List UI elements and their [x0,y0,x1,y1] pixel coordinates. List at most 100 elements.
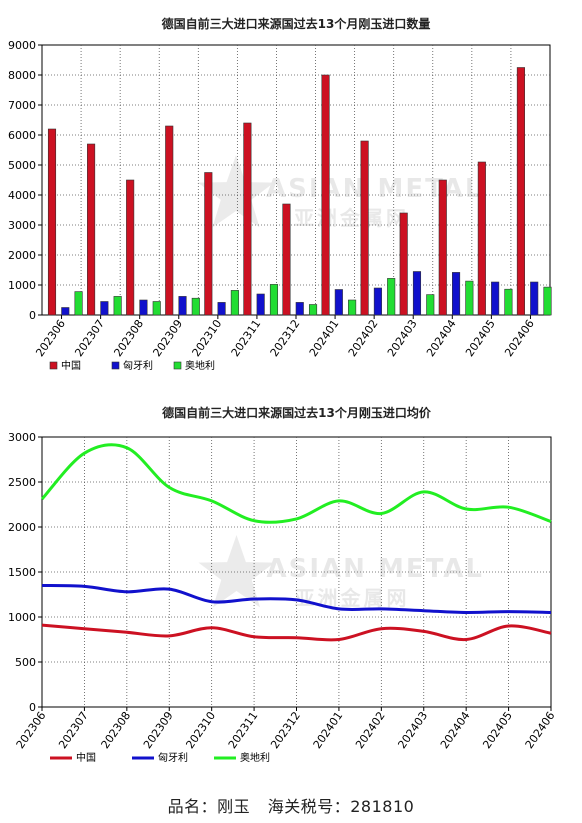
bar-1 [47,128,57,316]
x-tick-label: 202403 [385,317,420,359]
bar-2 [178,296,187,316]
watermark-star-icon [198,535,275,608]
bar-3 [348,299,357,316]
bar-1 [243,122,252,316]
bar-2 [452,272,461,316]
bar-2 [373,287,382,316]
bar-3 [74,291,83,316]
chart-title: 德国自前三大进口来源国过去13个月刚玉进口均价 [162,405,432,420]
bar-2 [530,281,539,316]
x-tick-label: 202307 [56,709,91,751]
chart-title: 德国自前三大进口来源国过去13个月刚玉进口数量 [162,16,431,31]
y-tick-label: 0 [29,309,36,322]
y-tick-label: 6000 [8,129,36,142]
series-line-2 [41,584,552,615]
series-line-1 [41,623,552,642]
legend-label: 奥地利 [240,751,270,764]
x-tick-label: 202310 [183,709,218,751]
legend-label: 中国 [61,359,81,372]
bar-3 [152,301,161,316]
bar-1 [516,67,525,316]
bar-1 [360,140,369,316]
bar-3 [426,294,435,316]
bar-2 [491,281,500,316]
bar-3 [543,286,552,316]
series-line-3 [40,443,552,524]
y-tick-label: 7000 [8,99,36,112]
bar-3 [113,296,122,316]
x-tick-label: 202309 [150,317,185,359]
bar-2 [139,299,148,316]
bar-1 [204,172,213,316]
x-tick-label: 202405 [480,709,515,751]
x-tick-label: 202401 [311,709,346,751]
watermark-text-en: ASIAN METAL [267,554,485,584]
watermark-text-cn: 亚洲金属网 [294,206,409,230]
y-tick-label: 2000 [8,249,36,262]
bar-3 [308,304,318,316]
y-tick-label: 1500 [8,566,36,579]
x-tick-label: 202406 [523,709,558,751]
watermark-text-cn: 亚洲金属网 [295,586,410,610]
y-tick-label: 3000 [8,431,36,444]
x-tick-label: 202403 [395,709,430,751]
x-tick-label: 202406 [502,317,537,359]
y-tick-label: 4000 [8,189,36,202]
x-tick-label: 202311 [226,709,261,751]
bar-1 [477,161,486,316]
legend-label: 奥地利 [185,359,215,372]
legend-swatch [49,361,58,370]
y-tick-label: 1000 [8,611,36,624]
bar-2 [295,302,304,316]
legend-label: 匈牙利 [158,751,188,764]
x-tick-label: 202404 [438,709,473,751]
y-tick-label: 500 [15,656,36,669]
watermark-star-icon [198,155,274,228]
x-tick-label: 202308 [111,317,146,359]
hs-code: 海关税号：281810 [267,797,415,816]
x-tick-label: 202402 [346,317,381,359]
x-tick-label: 202308 [99,709,134,751]
x-tick-label: 202401 [307,317,342,359]
footer: 品名：刚玉 海关税号：281810 [0,793,582,817]
x-tick-label: 202306 [14,709,49,751]
y-tick-label: 5000 [8,159,36,172]
x-tick-label: 202312 [268,709,303,751]
x-tick-label: 202404 [424,317,459,359]
bar-3 [230,290,239,316]
bar-3 [465,280,474,316]
y-tick-label: 0 [29,701,36,714]
y-tick-label: 3000 [8,219,36,232]
bar-3 [269,284,279,316]
bar-1 [438,179,447,316]
bar-1 [165,125,174,316]
y-tick-label: 9000 [8,39,36,52]
bar-1 [282,203,291,316]
bar-2 [334,289,343,316]
bar-1 [399,212,408,316]
legend-label: 匈牙利 [123,359,153,372]
bar-2 [61,307,70,316]
bar-1 [87,143,96,316]
x-tick-label: 202311 [229,317,264,359]
legend-swatch [111,361,120,370]
legend: 中国 匈牙利 奥地利 [50,751,270,764]
bar-2 [256,293,265,316]
bar-1 [126,179,135,316]
product-name: 品名：刚玉 [167,797,251,816]
x-tick-label: 202405 [463,317,498,359]
bar-3 [504,288,513,316]
x-tick-label: 202402 [353,709,388,751]
x-tick-label: 202306 [33,317,68,359]
legend: 中国 匈牙利 奥地利 [49,359,215,372]
bar-2 [412,271,422,316]
bar-3 [387,278,396,316]
y-tick-label: 1000 [8,279,36,292]
bar-2 [100,301,109,316]
legend-swatch [173,361,182,370]
x-tick-label: 202309 [141,709,176,751]
